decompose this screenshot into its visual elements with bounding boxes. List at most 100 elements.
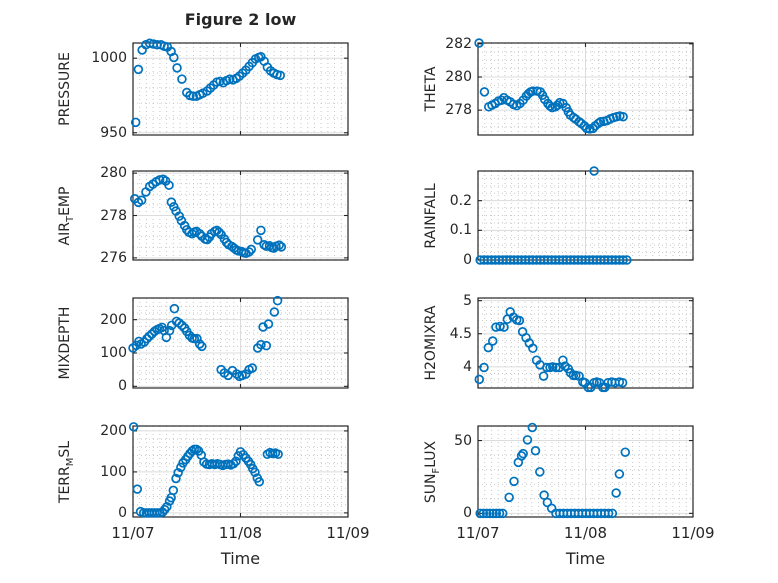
- data-point: [194, 228, 205, 239]
- y-tick-label: 1000: [91, 50, 127, 67]
- data-point: [509, 476, 519, 487]
- data-point: [499, 322, 509, 332]
- ylabel-h2omixra: H2OMIXRA: [421, 268, 441, 418]
- y-tick-label: 50: [454, 432, 472, 449]
- ylabel-text: EMP: [57, 186, 73, 216]
- ylabel-text: THETA: [423, 66, 439, 112]
- data-point: [554, 362, 565, 373]
- data-point: [595, 116, 606, 127]
- x-tick-label: 11/08: [218, 524, 263, 542]
- data-point: [474, 374, 485, 385]
- data-point: [130, 117, 141, 128]
- data-point: [263, 319, 274, 329]
- data-point: [496, 95, 507, 105]
- data-point: [246, 244, 256, 255]
- data-point: [530, 446, 541, 456]
- x-tick-label: 11/09: [671, 524, 715, 542]
- ylabel-subscript: F: [430, 467, 442, 474]
- scatter-points: [475, 422, 631, 519]
- plot-svg-air_temp: [129, 170, 349, 261]
- y-tick-label: 0: [118, 378, 127, 395]
- y-tick-label: 280: [445, 69, 472, 85]
- y-tick-label: 100: [100, 345, 127, 361]
- y-tick-label: 200: [100, 311, 127, 328]
- major-grid: [478, 43, 693, 135]
- subplot-mixdepth: 0 100 200 MIXDEPTH: [57, 295, 349, 394]
- data-point: [618, 255, 628, 265]
- data-point: [256, 339, 266, 350]
- data-point: [142, 333, 152, 344]
- data-point: [491, 508, 502, 519]
- plot-svg-h2omixra: [474, 297, 694, 393]
- data-point: [614, 469, 625, 479]
- data-point: [481, 508, 492, 519]
- data-point: [488, 508, 498, 519]
- y-tick-label: 0: [463, 252, 472, 268]
- data-point: [272, 295, 283, 306]
- axis-ticks: [132, 171, 349, 260]
- data-point: [514, 315, 525, 326]
- data-point: [214, 227, 224, 237]
- data-point: [174, 318, 184, 328]
- data-point: [522, 435, 533, 445]
- data-point: [191, 444, 202, 455]
- data-point: [518, 448, 528, 459]
- data-point: [173, 467, 183, 478]
- major-grid: [133, 43, 348, 135]
- ylabel-text: RAINFALL: [423, 182, 439, 249]
- y-tick-label: 0: [463, 505, 472, 522]
- data-point: [516, 451, 527, 461]
- data-point: [132, 484, 143, 494]
- data-point: [483, 342, 494, 353]
- data-point: [275, 70, 286, 81]
- scatter-points: [475, 166, 632, 265]
- major-grid: [478, 298, 693, 388]
- x-tick-label: 11/07: [456, 524, 500, 542]
- data-point: [250, 467, 260, 478]
- y-tick-label: 282: [445, 35, 472, 52]
- data-point: [494, 508, 505, 519]
- plot-svg-mixdepth: [128, 295, 349, 389]
- data-point: [164, 180, 174, 190]
- ylabel-subscript: M: [64, 457, 76, 466]
- data-point: [617, 377, 628, 388]
- ylabel-text: H2OMIXRA: [423, 305, 439, 381]
- data-point: [474, 38, 484, 48]
- plot-svg-terr_msl: [128, 422, 349, 518]
- ylabel-text: SL: [57, 440, 73, 458]
- ylabel-subscript: T: [64, 215, 76, 222]
- data-point: [504, 492, 514, 503]
- data-point: [607, 508, 618, 519]
- data-point: [169, 303, 180, 314]
- major-grid: [133, 426, 348, 517]
- data-point: [144, 331, 154, 342]
- data-point: [527, 422, 538, 433]
- data-point: [593, 118, 604, 129]
- y-tick-label: 276: [100, 249, 127, 266]
- data-point: [603, 508, 614, 519]
- data-point: [497, 508, 508, 519]
- y-tick-label: 950: [100, 124, 127, 141]
- ylabel-text: MIXDEPTH: [57, 306, 73, 380]
- data-point: [244, 247, 254, 257]
- y-tick-label: 278: [100, 207, 127, 224]
- subplot-theta: 278 280 282 THETA: [423, 36, 694, 136]
- subplot-terr_msl: 0 100 200 11/07 11/08 11/09 TERRMSL: [57, 422, 370, 542]
- data-point: [276, 242, 287, 252]
- xlabel-time-right: Time: [565, 549, 606, 568]
- y-tick-label: 5: [463, 292, 472, 309]
- x-tick-label: 11/07: [111, 524, 155, 542]
- plot-svg-theta: [474, 38, 694, 136]
- axis-ticks: [132, 43, 349, 135]
- data-point: [538, 371, 549, 381]
- data-point: [231, 369, 242, 379]
- data-point: [274, 240, 284, 250]
- data-point: [134, 336, 144, 347]
- subplot-sun_flux: 0 50 11/07 11/08 11/09 SUNFLUX: [423, 422, 715, 542]
- data-point: [588, 123, 598, 134]
- data-point: [558, 355, 568, 365]
- y-tick-label: 4.5: [449, 325, 472, 342]
- ylabel-text: AIR: [57, 221, 73, 245]
- subplot-h2omixra: 4 4.5 5 H2OMIXRA: [423, 293, 694, 393]
